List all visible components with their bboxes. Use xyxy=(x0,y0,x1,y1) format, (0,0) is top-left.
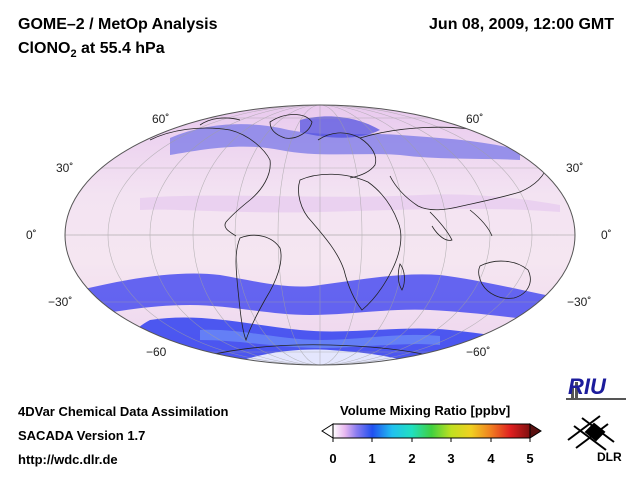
colorbar-tick-3: 3 xyxy=(447,451,455,466)
colorbar-tick-1: 1 xyxy=(368,451,376,466)
colorbar-title: Volume Mixing Ratio [ppbv] xyxy=(340,403,511,418)
colorbar-tick-0: 0 xyxy=(329,451,337,466)
lat-label-right-30: 30˚ xyxy=(566,161,584,175)
lat-label-left-minus60: −60 xyxy=(146,345,167,359)
species-subscript: 2 xyxy=(70,48,77,61)
title-line1: GOME–2 / MetOp Analysis xyxy=(18,16,218,33)
colorbar-low-arrow xyxy=(321,423,334,439)
colorbar-tick-5: 5 xyxy=(526,451,534,466)
riu-logo-text: RIU xyxy=(568,374,606,399)
lat-label-left-60: 60˚ xyxy=(152,112,170,126)
colorbar-tick-4: 4 xyxy=(487,451,495,466)
colorbar-gradient xyxy=(332,423,531,439)
colorbar xyxy=(321,423,542,442)
field-layer xyxy=(65,105,575,365)
lat-label-right-60: 60˚ xyxy=(466,112,484,126)
footer-version: SACADA Version 1.7 xyxy=(18,428,146,443)
riu-logo-mark xyxy=(566,382,626,400)
footer-assimilation: 4DVar Chemical Data Assimilation xyxy=(18,404,229,419)
title-species: ClONO2 at 55.4 hPa xyxy=(18,40,165,60)
dlr-logo-text: DLR xyxy=(597,450,622,464)
species-name: ClONO xyxy=(18,40,71,57)
lat-label-right-minus30: −30˚ xyxy=(567,295,592,309)
species-level: at 55.4 hPa xyxy=(76,40,165,57)
footer-url[interactable]: http://wdc.dlr.de xyxy=(18,452,118,467)
lat-label-left-30: 30˚ xyxy=(56,161,74,175)
map-outline xyxy=(64,104,576,366)
lat-label-left-0: 0˚ xyxy=(26,228,37,242)
colorbar-high-arrow xyxy=(529,423,542,439)
colorbar-tick-2: 2 xyxy=(408,451,416,466)
lat-label-right-0: 0˚ xyxy=(601,228,612,242)
dlr-logo xyxy=(567,415,615,451)
date-label: Jun 08, 2009, 12:00 GMT xyxy=(429,16,614,33)
lat-label-left-minus30: −30˚ xyxy=(48,295,73,309)
lat-label-right-minus60: −60˚ xyxy=(466,345,491,359)
